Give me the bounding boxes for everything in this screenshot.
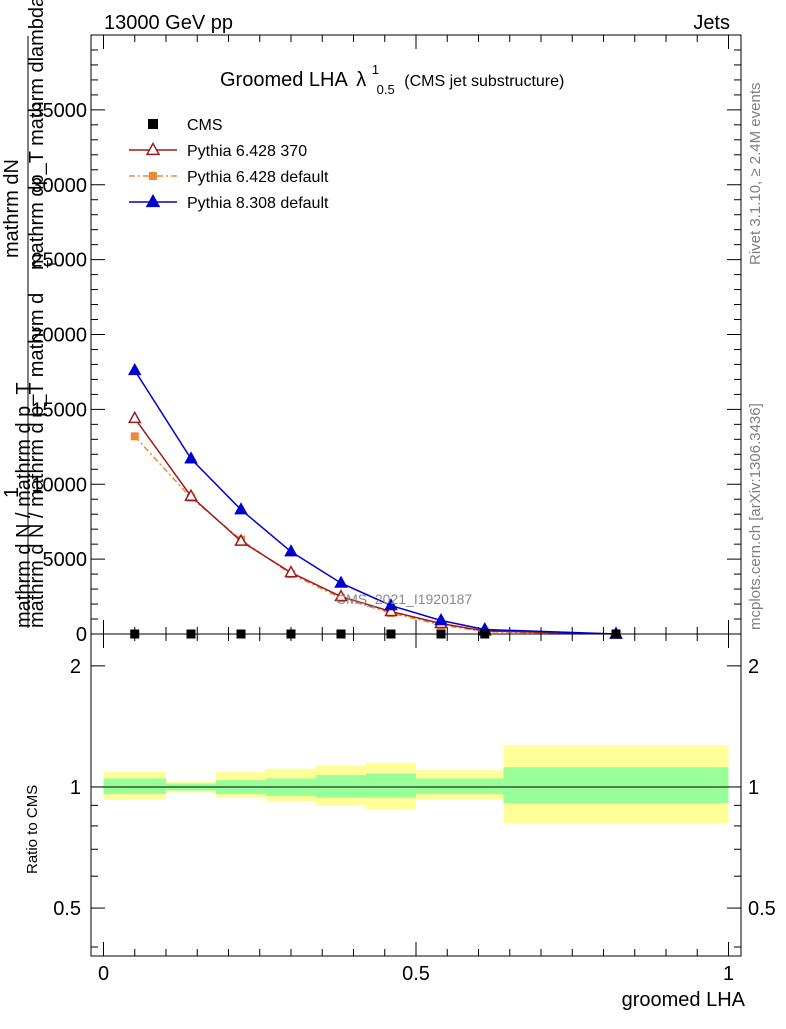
ratio-bands-group (103, 745, 729, 824)
data-point (127, 362, 142, 376)
mcplots-side-label: mcplots.cern.ch [arXiv:1306.3436] (747, 403, 764, 630)
ratio-inner-band (103, 778, 166, 795)
data-point (127, 410, 142, 424)
x-axis-label: groomed LHA (622, 989, 746, 1011)
data-point (384, 598, 398, 611)
data-point (284, 544, 298, 557)
y-tick-label: 25000 (31, 250, 87, 272)
main-title-sup: 1 (372, 62, 379, 77)
main-axis-ticks: 0 5000 10000 15000 20000 25000 30000 35000 (31, 34, 741, 646)
legend-entry: CMS (148, 117, 223, 134)
data-point (130, 432, 139, 441)
ratio-y-tick-label-left: 1 (70, 777, 81, 799)
ratio-y-tick-label-left: 2 (70, 656, 81, 678)
data-point (334, 575, 348, 588)
y-tick-label: 15000 (31, 399, 87, 421)
y-tick-label: 5000 (43, 549, 88, 571)
y-tick-label: 10000 (31, 474, 87, 496)
y-tick-label: 30000 (31, 175, 87, 197)
header-left-label: 13000 GeV pp (104, 12, 233, 34)
ratio-axis-ticks: 0.5 0.5 1 1 2 2 0 0.5 1 (53, 634, 776, 985)
data-point (234, 502, 248, 515)
legend-label: Pythia 6.428 370 (187, 143, 307, 160)
ratio-y-tick-label-right: 2 (748, 656, 759, 678)
rivet-side-label: Rivet 3.1.10, ≥ 2.4M events (747, 83, 764, 266)
ylabel-line-1: mathrm dN (1, 159, 23, 258)
legend-label: Pythia 8.308 default (187, 195, 329, 212)
data-point (284, 565, 298, 578)
data-point (434, 613, 448, 626)
data-point (184, 488, 198, 501)
ratio-inner-band (416, 778, 466, 795)
main-title-sub: 0.5 (377, 82, 395, 97)
main-plot-title: Groomed LHA λ 1 0.5 (CMS jet substructur… (220, 57, 564, 99)
legend-entry: Pythia 6.428 default (129, 169, 329, 186)
legend-marker (145, 193, 161, 208)
ratio-inner-band (503, 767, 729, 804)
ylabel-line-5: mathrm d N / mathrm d p_T (13, 382, 35, 628)
legend-marker (145, 141, 161, 156)
main-title-text: Groomed LHA (220, 69, 348, 91)
ratio-inner-band (366, 773, 416, 798)
ratio-plot-frame (90, 633, 742, 957)
data-point (334, 589, 348, 602)
legend-entry: Pythia 8.308 default (129, 193, 329, 212)
x-tick-label: 0.5 (402, 963, 430, 985)
legend-entry: Pythia 6.428 370 (129, 141, 307, 160)
series-line (134, 435, 617, 635)
data-point (234, 533, 248, 546)
ratio-y-tick-label-right: 0.5 (748, 898, 776, 920)
ratio-inner-band (316, 775, 366, 798)
y-tick-label: 35000 (31, 100, 87, 122)
ylabel-subscript: T (44, 260, 59, 268)
ratio-y-tick-label-right: 1 (748, 777, 759, 799)
ratio-y-axis-label: Ratio to CMS (24, 785, 41, 874)
data-point (384, 604, 398, 617)
x-tick-label: 0 (98, 963, 109, 985)
legend-label: Pythia 6.428 default (187, 169, 329, 186)
data-point (184, 451, 198, 464)
legend-marker (149, 172, 157, 180)
main-y-axis-label: mathrm dN mathrm dp_T mathrm dlambda 1 m… (1, 0, 59, 628)
y-tick-label: 20000 (31, 325, 87, 347)
ylabel-line-4: mathrm d N / mathrm d p_T mathrm d (26, 293, 48, 628)
ratio-y-tick-label-left: 0.5 (53, 898, 81, 920)
y-tick-label: 0 (76, 624, 87, 646)
ylabel-line-3: 1 (1, 487, 23, 498)
analysis-watermark: CMS_2021_I1920187 (336, 591, 472, 607)
ylabel-line-2: mathrm dp_T mathrm dlambda (26, 0, 48, 270)
x-tick-label: 1 (723, 963, 734, 985)
ratio-inner-band (466, 778, 504, 795)
header-right-label: Jets (693, 12, 730, 34)
legend-marker (148, 119, 158, 129)
series-pythia-6-428-370 (127, 410, 623, 639)
legend-label: CMS (187, 117, 223, 134)
main-plot-panel: 0 5000 10000 15000 20000 25000 30000 35000 Groo… (1, 0, 742, 646)
legend: CMS Pythia 6.428 370 Pythia 6.428 default P… (129, 117, 329, 212)
main-title-lambda: λ (356, 69, 366, 91)
ratio-plot-panel: 0.5 0.5 1 1 2 2 0 0.5 1 Ratio to CMS groomed LHA (24, 633, 776, 1011)
main-title-extra: (CMS jet substructure) (404, 73, 564, 90)
